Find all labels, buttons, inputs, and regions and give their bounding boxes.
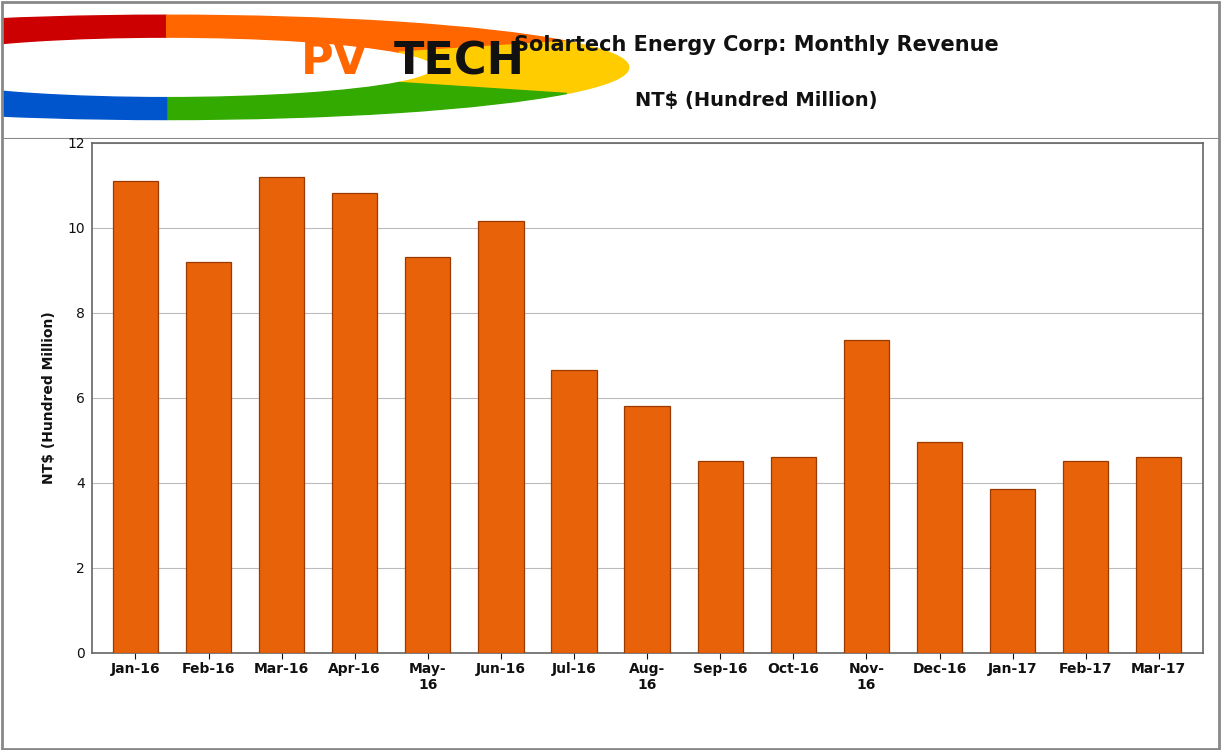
Bar [697,461,742,652]
Text: PV: PV [300,40,368,83]
Wedge shape [399,41,629,94]
Bar [112,181,158,652]
Wedge shape [0,15,166,52]
Bar [405,257,451,652]
Bar [917,442,962,652]
Wedge shape [166,15,567,52]
Bar [624,406,670,652]
Bar [259,176,304,652]
Text: NT$ (Hundred Million): NT$ (Hundred Million) [635,91,878,110]
Bar [186,262,231,652]
Bar [1137,457,1182,652]
Bar [990,489,1035,652]
Bar [479,221,524,652]
Text: Solartech Energy Corp: Monthly Revenue: Solartech Energy Corp: Monthly Revenue [514,35,999,56]
Bar [1063,461,1109,652]
Bar [552,370,597,652]
Bar [844,340,889,652]
Wedge shape [166,82,567,119]
Y-axis label: NT$ (Hundred Million): NT$ (Hundred Million) [42,311,56,484]
Bar [770,457,816,652]
Text: TECH: TECH [394,40,525,83]
Wedge shape [0,82,166,119]
Bar [332,194,377,652]
